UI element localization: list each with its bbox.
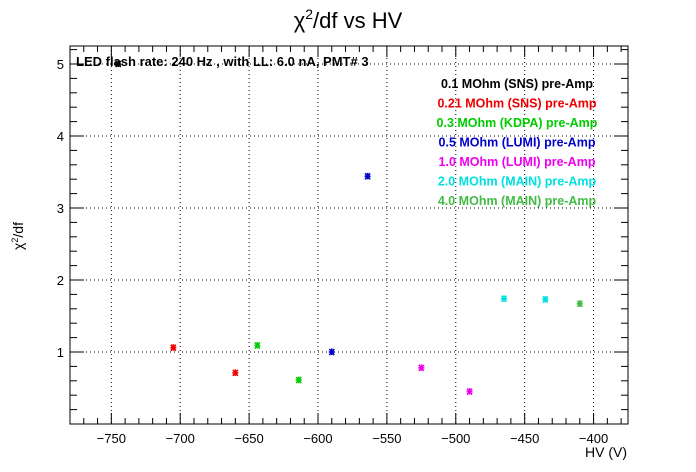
marker-stroke <box>232 369 239 377</box>
marker-stroke <box>418 364 425 372</box>
marker-stroke <box>576 300 583 308</box>
data-point <box>170 344 177 352</box>
marker-stroke <box>364 172 371 180</box>
chart-title: χ2/df vs HV <box>294 6 403 33</box>
data-points <box>115 60 583 396</box>
x-tick-label: −500 <box>441 431 470 446</box>
x-tick-label: −750 <box>97 431 126 446</box>
marker-stroke <box>542 295 549 303</box>
marker-stroke <box>254 342 261 350</box>
y-tick-label: 4 <box>57 129 64 144</box>
data-point <box>364 172 371 180</box>
legend-entry: 0.5 MOhm (LUMI) pre-Amp <box>439 136 596 150</box>
data-point <box>115 60 122 68</box>
chart-annotation: LED flash rate: 240 Hz , with LL: 6.0 nA… <box>76 54 369 69</box>
data-point <box>295 376 302 384</box>
x-axis-label: HV (V) <box>585 444 627 460</box>
legend-entry: 1.0 MOhm (LUMI) pre-Amp <box>439 155 596 169</box>
marker-stroke <box>170 344 177 352</box>
legend-entry: 0.3 MOhm (KDPA) pre-Amp <box>437 116 598 130</box>
data-point <box>542 295 549 303</box>
x-tick-label: −450 <box>510 431 539 446</box>
marker-stroke <box>500 295 508 303</box>
legend-entry: 0.1 MOhm (SNS) pre-Amp <box>441 77 593 91</box>
legend: 0.1 MOhm (SNS) pre-Amp 0.21 MOhm (SNS) pr… <box>437 77 598 208</box>
y-tick-label: 3 <box>57 201 64 216</box>
y-tick-labels: 1 2 3 4 5 <box>57 57 64 360</box>
data-point <box>232 369 239 377</box>
grid-lines <box>70 46 628 424</box>
marker-stroke <box>328 348 335 356</box>
x-tick-label: −550 <box>372 431 401 446</box>
marker-stroke <box>295 376 302 384</box>
legend-entry: 2.0 MOhm (MAIN) pre-Amp <box>438 175 597 189</box>
data-point <box>500 295 508 303</box>
data-point <box>328 348 335 356</box>
y-axis-label: χ2/df <box>10 222 26 250</box>
x-tick-labels: −750 −700 −650 −600 −550 −500 −450 −400 <box>97 431 609 446</box>
y-tick-label: 2 <box>57 273 64 288</box>
legend-entry: 4.0 MOhm (MAIN) pre-Amp <box>438 194 597 208</box>
legend-entry: 0.21 MOhm (SNS) pre-Amp <box>437 97 596 111</box>
axis-ticks <box>69 46 628 424</box>
data-point <box>466 388 473 396</box>
data-point <box>576 300 583 308</box>
data-point <box>418 364 425 372</box>
x-tick-label: −650 <box>234 431 263 446</box>
data-point <box>254 342 261 350</box>
marker-stroke <box>466 388 473 396</box>
x-tick-label: −700 <box>166 431 195 446</box>
plot-frame <box>69 45 629 425</box>
x-tick-label: −600 <box>303 431 332 446</box>
marker-stroke <box>115 60 122 68</box>
y-tick-label: 5 <box>57 57 64 72</box>
x-tick-label: −400 <box>579 431 608 446</box>
y-tick-label: 1 <box>57 345 64 360</box>
